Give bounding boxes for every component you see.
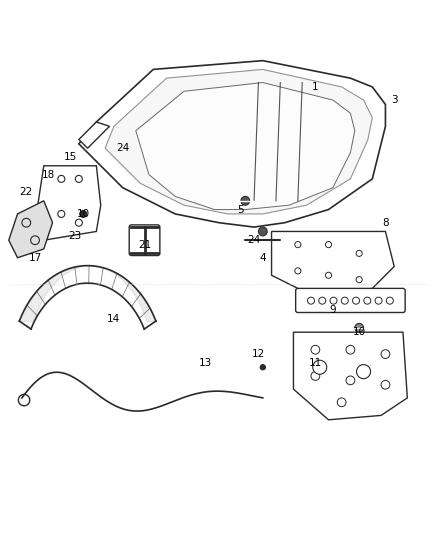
Text: 21: 21 bbox=[138, 240, 151, 249]
Circle shape bbox=[386, 297, 393, 304]
Polygon shape bbox=[293, 332, 407, 420]
Text: 9: 9 bbox=[329, 305, 336, 316]
Text: 13: 13 bbox=[199, 358, 212, 368]
Text: 4: 4 bbox=[259, 253, 266, 263]
Text: 8: 8 bbox=[382, 217, 389, 228]
Circle shape bbox=[311, 345, 320, 354]
Circle shape bbox=[330, 297, 337, 304]
Circle shape bbox=[346, 376, 355, 385]
Polygon shape bbox=[136, 83, 355, 209]
Text: 12: 12 bbox=[252, 349, 265, 359]
Text: 10: 10 bbox=[77, 209, 90, 219]
Text: 15: 15 bbox=[64, 152, 77, 162]
Polygon shape bbox=[79, 122, 110, 148]
Circle shape bbox=[80, 211, 87, 217]
Circle shape bbox=[381, 381, 390, 389]
Circle shape bbox=[313, 360, 327, 374]
Text: 17: 17 bbox=[28, 253, 42, 263]
Circle shape bbox=[364, 297, 371, 304]
Text: 3: 3 bbox=[391, 95, 398, 105]
Text: 11: 11 bbox=[309, 358, 322, 368]
Text: 18: 18 bbox=[42, 169, 55, 180]
Text: 22: 22 bbox=[20, 187, 33, 197]
Circle shape bbox=[18, 394, 30, 406]
Text: 10: 10 bbox=[353, 327, 366, 337]
Circle shape bbox=[319, 297, 326, 304]
Polygon shape bbox=[79, 61, 385, 227]
Text: 14: 14 bbox=[107, 314, 120, 324]
Polygon shape bbox=[272, 231, 394, 297]
Text: 24: 24 bbox=[116, 143, 129, 154]
Polygon shape bbox=[9, 201, 53, 258]
Circle shape bbox=[341, 297, 348, 304]
Circle shape bbox=[346, 345, 355, 354]
Circle shape bbox=[260, 365, 265, 370]
Polygon shape bbox=[35, 166, 101, 240]
Circle shape bbox=[355, 324, 364, 332]
Circle shape bbox=[357, 365, 371, 378]
Circle shape bbox=[381, 350, 390, 359]
Circle shape bbox=[337, 398, 346, 407]
Circle shape bbox=[258, 227, 267, 236]
Circle shape bbox=[353, 297, 360, 304]
FancyBboxPatch shape bbox=[129, 225, 160, 255]
Circle shape bbox=[241, 197, 250, 205]
Text: 24: 24 bbox=[247, 235, 261, 245]
Polygon shape bbox=[105, 69, 372, 214]
FancyBboxPatch shape bbox=[296, 288, 405, 312]
Text: 1: 1 bbox=[312, 82, 319, 92]
Text: 5: 5 bbox=[237, 205, 244, 215]
Circle shape bbox=[307, 297, 314, 304]
Circle shape bbox=[311, 372, 320, 381]
Text: 23: 23 bbox=[68, 231, 81, 241]
Circle shape bbox=[375, 297, 382, 304]
